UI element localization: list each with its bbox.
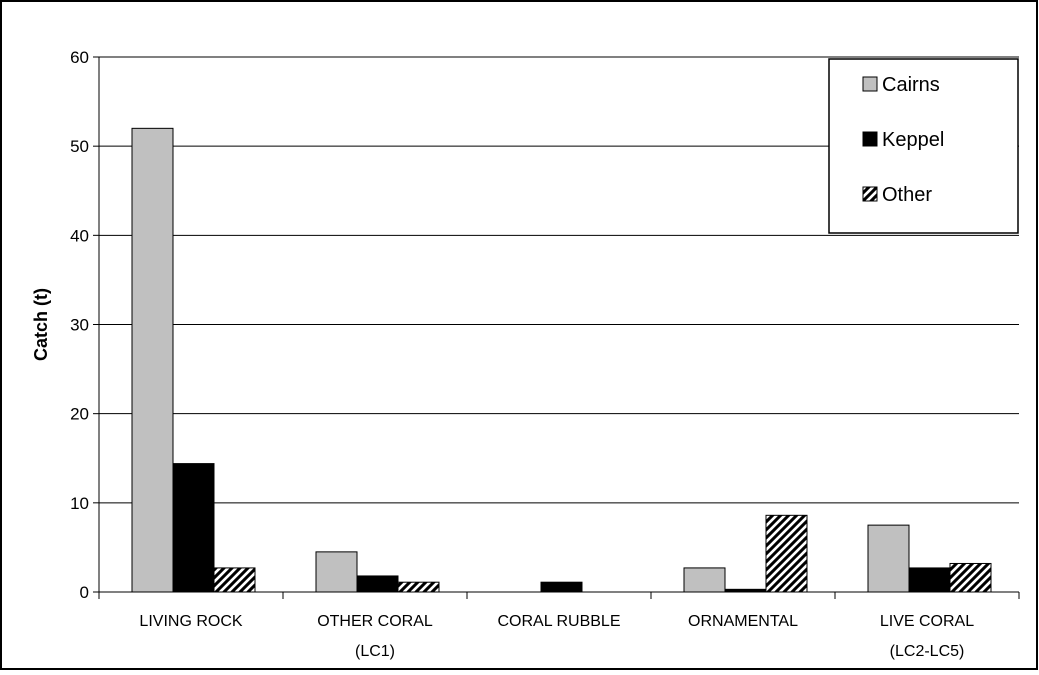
legend-swatch-keppel [862, 131, 878, 147]
bar-cairns [867, 524, 910, 593]
y-tick-label: 0 [80, 583, 89, 602]
x-tick-label: (LC2-LC5) [890, 643, 965, 660]
x-tick-label: ORNAMENTAL [688, 613, 798, 630]
y-axis-title: Catch (t) [31, 288, 51, 361]
bar-cairns [315, 551, 358, 593]
y-tick-label: 20 [70, 405, 89, 424]
x-tick-label: LIVING ROCK [139, 613, 242, 630]
legend-label-keppel: Keppel [882, 129, 944, 151]
y-tick-label: 10 [70, 494, 89, 513]
y-tick-label: 50 [70, 137, 89, 156]
legend-swatch-other [862, 186, 878, 202]
bar-keppel [908, 567, 951, 593]
bar-cairns [683, 567, 726, 593]
legend-label-cairns: Cairns [882, 74, 940, 96]
bar-keppel [540, 581, 583, 593]
bar-cairns [131, 127, 174, 593]
legend-label-other: Other [882, 184, 932, 206]
x-tick-label: OTHER CORAL [317, 613, 433, 630]
x-tick-label: LIVE CORAL [880, 613, 974, 630]
bar-other [949, 562, 992, 593]
x-tick-label: (LC1) [355, 643, 395, 660]
x-tick-label: CORAL RUBBLE [498, 613, 621, 630]
bar-keppel [172, 463, 215, 593]
y-tick-label: 30 [70, 316, 89, 335]
legend-swatch-cairns [862, 76, 878, 92]
legend-box [828, 58, 1019, 234]
y-tick-label: 40 [70, 226, 89, 245]
bar-other [397, 581, 440, 593]
bar-other [213, 567, 256, 593]
y-tick-label: 60 [70, 48, 89, 67]
bar-keppel [356, 575, 399, 593]
bar-other [765, 514, 808, 593]
